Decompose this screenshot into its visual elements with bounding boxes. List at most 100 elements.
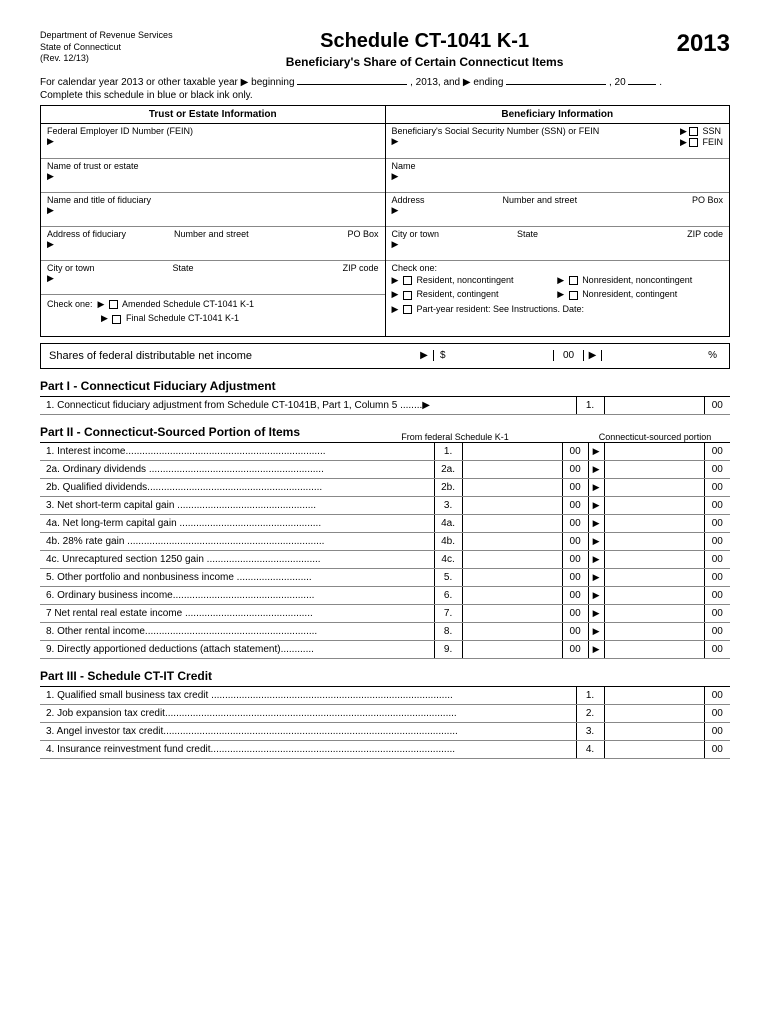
header: Department of Revenue Services State of …	[40, 30, 730, 69]
part3-line-desc: 1. Qualified small business tax credit .…	[40, 686, 576, 704]
part2-ct-value[interactable]	[604, 496, 704, 514]
part2-line-num: 5.	[434, 568, 462, 586]
ssn-checkbox[interactable]	[689, 127, 698, 136]
part2-ct-cents: 00	[704, 496, 730, 514]
part2-fed-value[interactable]	[462, 532, 562, 550]
fiduciary-name-label: Name and title of fiduciary	[47, 195, 379, 205]
part2-fed-cents: 00	[562, 586, 588, 604]
part2-ct-value[interactable]	[604, 568, 704, 586]
shares-percent-field[interactable]: %	[601, 350, 721, 361]
part2-fed-value[interactable]	[462, 460, 562, 478]
part2-fed-cents: 00	[562, 622, 588, 640]
part2-fed-value[interactable]	[462, 496, 562, 514]
part3-value[interactable]	[604, 722, 704, 740]
beginning-date-field[interactable]	[297, 84, 407, 85]
part-year-checkbox[interactable]	[403, 305, 412, 314]
part2-ct-value[interactable]	[604, 460, 704, 478]
ssn-cell[interactable]: Beneficiary's Social Security Number (SS…	[385, 124, 730, 159]
nonresident-c-checkbox[interactable]	[569, 291, 578, 300]
part3-line-num: 4.	[576, 740, 604, 758]
zip-label: ZIP code	[687, 229, 723, 239]
department-info: Department of Revenue Services State of …	[40, 30, 173, 65]
part2-line-num: 6.	[434, 586, 462, 604]
part2-line-desc: 6. Ordinary business income.............…	[40, 586, 434, 604]
part2-line-num: 3.	[434, 496, 462, 514]
part2-ct-value[interactable]	[604, 622, 704, 640]
fein-cell[interactable]: Federal Employer ID Number (FEIN) ▶	[41, 124, 386, 159]
part2-ct-cents: 00	[704, 478, 730, 496]
trust-name-cell[interactable]: Name of trust or estate ▶	[41, 159, 386, 193]
arrow-icon: ▶	[588, 460, 604, 478]
shares-dollar-field[interactable]: $	[433, 350, 553, 361]
part2-fed-value[interactable]	[462, 478, 562, 496]
address-label: Address	[392, 195, 425, 205]
part2-line-num: 9.	[434, 640, 462, 658]
part2-fed-value[interactable]	[462, 586, 562, 604]
part2-line-desc: 4b. 28% rate gain ......................…	[40, 532, 434, 550]
part3-value[interactable]	[604, 740, 704, 758]
part2-fed-value[interactable]	[462, 604, 562, 622]
part2-fed-value[interactable]	[462, 568, 562, 586]
resident-c-checkbox[interactable]	[403, 291, 412, 300]
fein-checkbox[interactable]	[689, 138, 698, 147]
part3-value[interactable]	[604, 704, 704, 722]
part2-fed-value[interactable]	[462, 442, 562, 460]
part3-line-num: 3.	[576, 722, 604, 740]
part2-ct-cents: 00	[704, 460, 730, 478]
ben-address-cell[interactable]: Address Number and street PO Box ▶	[385, 193, 730, 227]
part2-ct-value[interactable]	[604, 604, 704, 622]
part2-line-num: 1.	[434, 442, 462, 460]
part2-sub1: From federal Schedule K-1	[300, 432, 580, 442]
dept-line2: State of Connecticut	[40, 42, 173, 54]
ending-date-field[interactable]	[506, 84, 606, 85]
part2-fed-value[interactable]	[462, 640, 562, 658]
instr-2: Complete this schedule in blue or black …	[40, 90, 730, 101]
nonresident-nc-checkbox[interactable]	[569, 276, 578, 285]
part2-fed-value[interactable]	[462, 622, 562, 640]
part2-ct-value[interactable]	[604, 586, 704, 604]
arrow-icon: ▶	[588, 550, 604, 568]
arrow-icon: ▶	[588, 514, 604, 532]
year-field[interactable]	[628, 84, 656, 85]
part3-cents: 00	[704, 704, 730, 722]
schedule-check-cell: Check one: ▶ Amended Schedule CT-1041 K-…	[41, 295, 386, 337]
part2-table: 1. Interest income......................…	[40, 442, 730, 659]
part2-fed-value[interactable]	[462, 550, 562, 568]
part2-sub2: Connecticut-sourced portion	[580, 432, 730, 442]
part2-ct-value[interactable]	[604, 514, 704, 532]
instr-1d: .	[659, 77, 662, 88]
residency-cell: Check one: ▶ Resident, noncontingent ▶ N…	[385, 261, 730, 337]
fiduciary-city-cell[interactable]: City or town State ZIP code ▶	[41, 261, 386, 295]
part2-line-desc: 2b. Qualified dividends.................…	[40, 478, 434, 496]
part3-table: 1. Qualified small business tax credit .…	[40, 686, 730, 759]
amended-checkbox[interactable]	[109, 300, 118, 309]
final-checkbox[interactable]	[112, 315, 121, 324]
resident-nc-checkbox[interactable]	[403, 276, 412, 285]
title-block: Schedule CT-1041 K-1 Beneficiary's Share…	[173, 30, 677, 69]
part2-ct-value[interactable]	[604, 550, 704, 568]
part2-fed-cents: 00	[562, 604, 588, 622]
part2-fed-cents: 00	[562, 442, 588, 460]
part3-value[interactable]	[604, 686, 704, 704]
part2-fed-cents: 00	[562, 460, 588, 478]
fiduciary-name-cell[interactable]: Name and title of fiduciary ▶	[41, 193, 386, 227]
part3-line-desc: 3. Angel investor tax credit............…	[40, 722, 576, 740]
arrow-icon: ▶	[588, 640, 604, 658]
revision: (Rev. 12/13)	[40, 53, 173, 65]
instr-1b: , 2013, and ▶ ending	[410, 77, 503, 88]
part1-line1-value[interactable]	[604, 396, 704, 414]
part2-line-num: 4b.	[434, 532, 462, 550]
part2-fed-value[interactable]	[462, 514, 562, 532]
part2-line-desc: 4a. Net long-term capital gain .........…	[40, 514, 434, 532]
part2-ct-value[interactable]	[604, 478, 704, 496]
fiduciary-address-cell[interactable]: Address of fiduciary Number and street P…	[41, 227, 386, 261]
arrow-icon: ▶	[588, 586, 604, 604]
part2-ct-value[interactable]	[604, 532, 704, 550]
part3-line-desc: 4. Insurance reinvestment fund credit...…	[40, 740, 576, 758]
ben-city-cell[interactable]: City or town State ZIP code ▶	[385, 227, 730, 261]
part2-fed-cents: 00	[562, 478, 588, 496]
ben-name-cell[interactable]: Name ▶	[385, 159, 730, 193]
part2-ct-value[interactable]	[604, 640, 704, 658]
part2-ct-value[interactable]	[604, 442, 704, 460]
part2-line-desc: 9. Directly apportioned deductions (atta…	[40, 640, 434, 658]
